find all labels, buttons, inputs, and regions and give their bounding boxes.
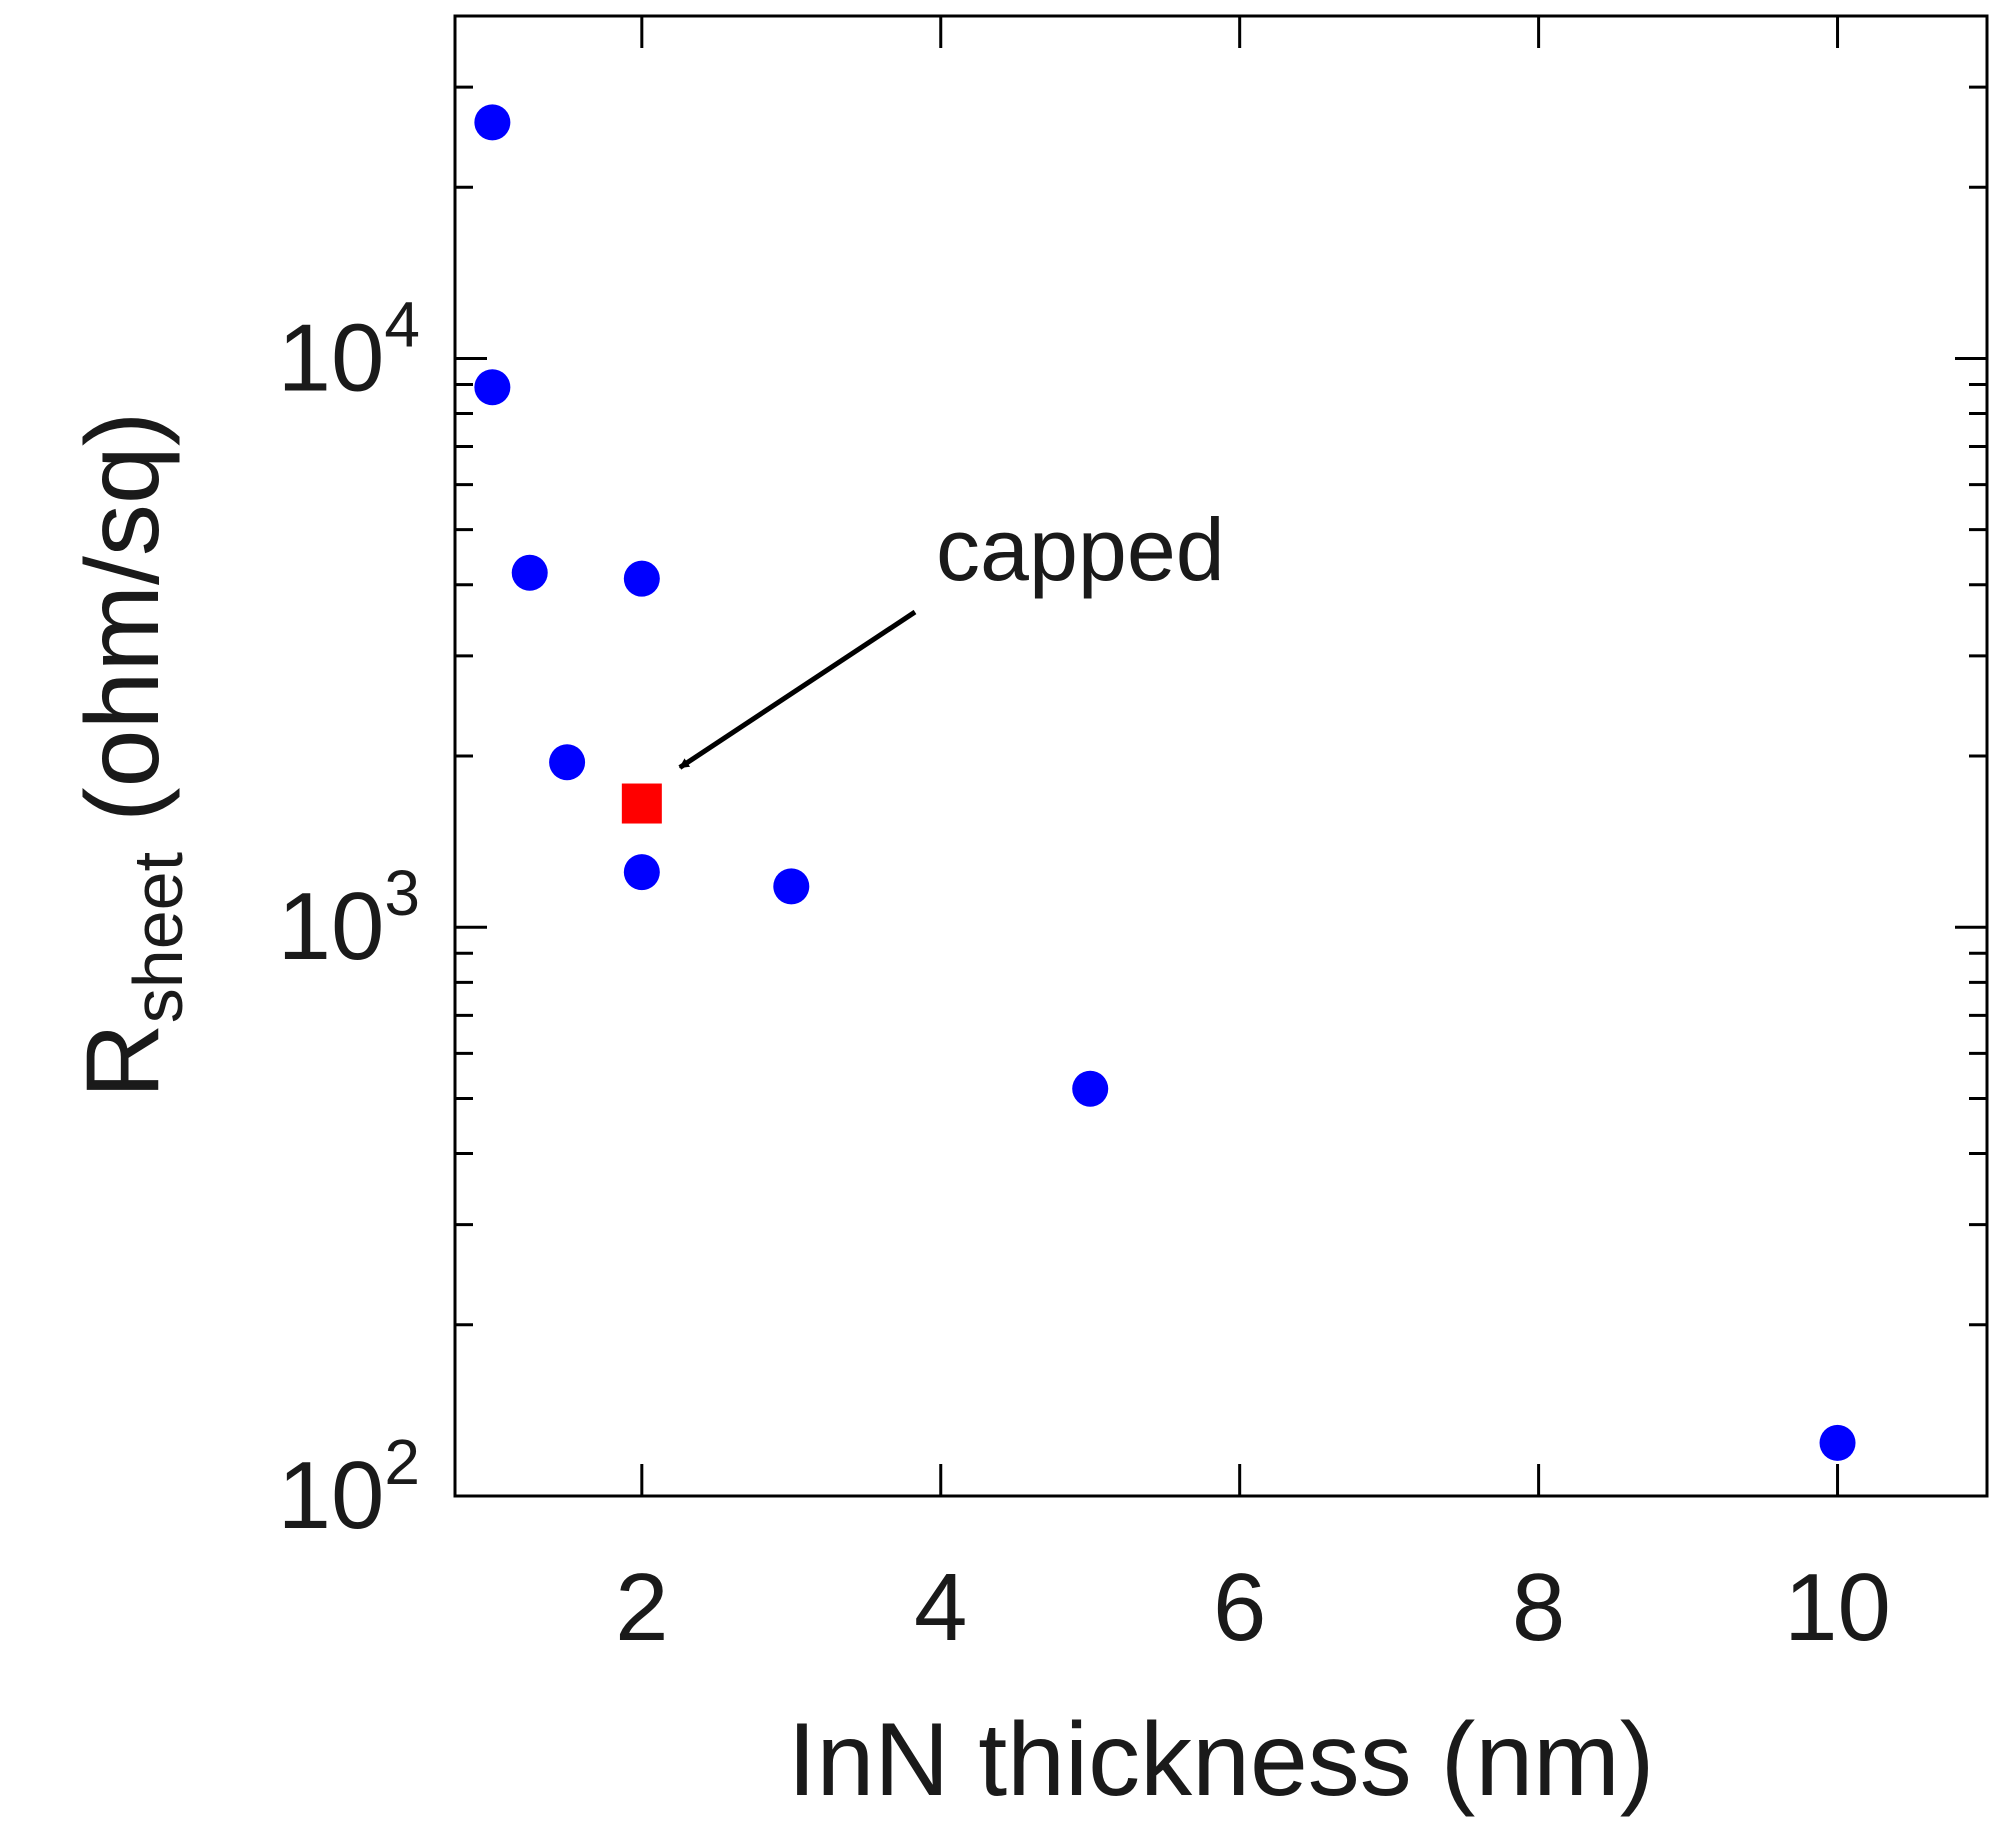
y-tick-label-1000: 103 — [278, 857, 420, 980]
data-point-circle — [511, 554, 548, 591]
annotation-arrow — [678, 609, 917, 770]
y-tick-label-base: 10 — [278, 873, 385, 980]
data-point-circle — [623, 560, 660, 597]
y-tick-label-base: 10 — [278, 304, 385, 411]
y-tick-label-10000: 104 — [278, 288, 420, 411]
annotation-label: capped — [936, 500, 1225, 599]
data-point-circle — [1819, 1424, 1856, 1461]
data-point-circle — [1072, 1070, 1109, 1107]
data-point-circle — [623, 854, 660, 891]
x-tick-label-8: 8 — [1512, 1554, 1565, 1661]
y-axis-label-subscript: sheet — [119, 852, 197, 1023]
x-tick-label-4: 4 — [914, 1554, 967, 1661]
plot-frame — [453, 14, 1989, 1498]
axis-ticks — [455, 16, 1987, 1496]
y-tick-label-exponent: 4 — [384, 288, 420, 360]
data-point-circle — [474, 369, 511, 406]
data-points — [474, 104, 1856, 1461]
x-tick-label-6: 6 — [1213, 1554, 1266, 1661]
y-axis-label-unit: (ohm/sq) — [65, 412, 181, 822]
x-tick-label-10: 10 — [1784, 1554, 1891, 1661]
x-tick-label-2: 2 — [615, 1554, 668, 1661]
y-tick-label-base: 10 — [278, 1442, 385, 1549]
annotation: capped — [678, 500, 1225, 770]
data-point-circle — [474, 104, 511, 141]
data-point-circle — [773, 868, 810, 905]
y-axis-label-main: R — [65, 1023, 181, 1098]
y-tick-label-exponent: 2 — [384, 1426, 420, 1498]
x-axis-label: InN thickness (nm) — [788, 1702, 1655, 1818]
y-axis-label: Rsheet (ohm/sq) — [65, 412, 197, 1099]
data-point-square — [621, 783, 662, 824]
x-tick-labels: 2 4 6 8 10 — [615, 1554, 1891, 1661]
data-point-circle — [549, 744, 586, 781]
y-tick-label-exponent: 3 — [384, 857, 420, 929]
y-tick-label-100: 102 — [278, 1426, 420, 1549]
